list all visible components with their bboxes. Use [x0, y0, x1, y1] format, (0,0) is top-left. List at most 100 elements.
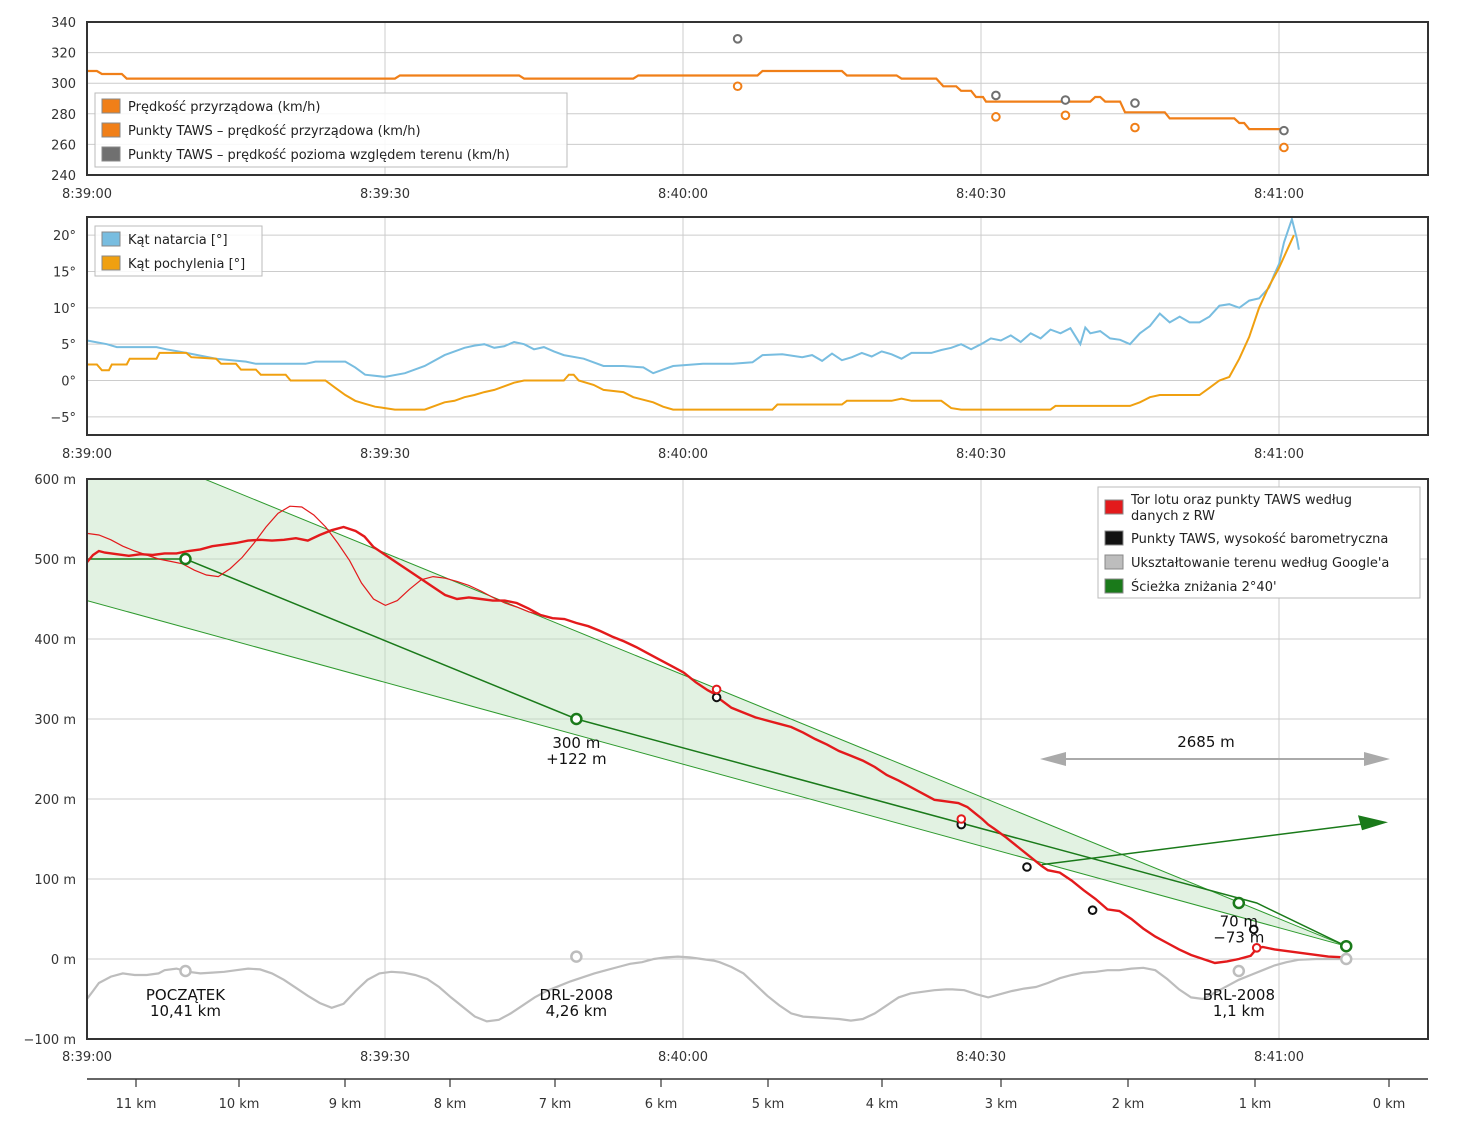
glide-marker	[570, 712, 583, 726]
glide-marker	[1339, 939, 1353, 953]
y-tick-label: 300	[51, 77, 76, 92]
x-tick-label: 8:40:30	[956, 1050, 1006, 1065]
speed-legend-box	[94, 92, 568, 168]
y-tick-label: 100 m	[34, 873, 76, 888]
annotation-label: −73 m	[1213, 928, 1264, 946]
x-tick-label: 8:40:00	[658, 447, 708, 462]
legend-label: Ścieżka zniżania 2°40'	[1131, 579, 1277, 595]
distance-tick-label: 0 km	[1373, 1097, 1406, 1112]
taws-speed-marker	[991, 90, 1001, 101]
direction-arrow-head	[1358, 815, 1388, 831]
angle-series-line	[86, 215, 1300, 378]
distance-tick-label: 3 km	[985, 1097, 1018, 1112]
legend-swatch	[101, 98, 121, 114]
taws-speed-marker	[1279, 125, 1289, 136]
y-tick-label: 400 m	[34, 633, 76, 648]
terrain-marker	[179, 964, 192, 978]
speed-plot-frame	[86, 21, 1429, 176]
annotation-label: 4,26 km	[546, 1002, 607, 1020]
x-tick-label: 8:39:00	[62, 1050, 112, 1065]
annotation-label: POCZĄTEK	[146, 986, 226, 1004]
distance-tick-label: 7 km	[539, 1097, 572, 1112]
y-tick-label: 300 m	[34, 713, 76, 728]
taws-speed-marker	[1130, 122, 1140, 133]
taws-baro-marker	[711, 692, 722, 703]
legend-swatch	[101, 255, 121, 271]
y-tick-label: 15°	[53, 266, 76, 281]
y-tick-label: 5°	[61, 338, 76, 353]
distance-tick-label: 2 km	[1112, 1097, 1145, 1112]
x-tick-label: 8:39:30	[360, 187, 410, 202]
y-tick-label: 500 m	[34, 553, 76, 568]
distance-tick-label: 1 km	[1239, 1097, 1272, 1112]
y-tick-label: 280	[51, 108, 76, 123]
taws-speed-marker	[732, 81, 743, 92]
angle-legend-box	[94, 225, 263, 277]
legend-label: Kąt natarcia [°]	[128, 233, 228, 248]
legend-swatch	[1104, 530, 1124, 546]
flight-path-alt-line	[87, 505, 541, 616]
distance-tick-label: 6 km	[645, 1097, 678, 1112]
taws-baro-marker	[1022, 862, 1032, 872]
speed-legend: Prędkość przyrządowa (km/h) Punkty TAWS …	[94, 92, 568, 168]
direction-arrow-line	[1041, 822, 1371, 866]
terrain-marker	[1232, 964, 1246, 978]
y-tick-label: 260	[51, 138, 76, 153]
terrain-line	[87, 955, 1347, 1023]
annotation-label: DRL-2008	[540, 986, 614, 1004]
altitude-panel: 8:39:00 8:39:30 8:40:00 8:40:30 8:41:00 −100 …	[23, 473, 1429, 1065]
y-tick-label: 240	[51, 169, 76, 184]
taws-speed-marker	[1060, 95, 1071, 105]
distance-tick-label: 5 km	[752, 1097, 785, 1112]
legend-label: danych z RW	[1131, 509, 1215, 524]
y-tick-label: 0°	[61, 375, 76, 390]
x-tick-label: 8:40:00	[658, 187, 708, 202]
taws-rw-marker	[711, 684, 722, 695]
legend-swatch	[101, 231, 121, 247]
measure-arrow-right	[1364, 752, 1390, 766]
distance-tick-label: 8 km	[434, 1097, 467, 1112]
x-tick-label: 8:39:30	[360, 447, 410, 462]
angle-plot-frame	[86, 216, 1429, 436]
legend-swatch	[101, 122, 121, 138]
y-tick-label: 340	[51, 16, 76, 31]
distance-axis: 11 km 10 km 9 km 8 km 7 km 6 km 5 km 4 km 3 km 2 …	[87, 1078, 1428, 1112]
annotation-label: 1,1 km	[1213, 1002, 1265, 1020]
y-tick-label: −5°	[50, 411, 76, 426]
distance-tick-label: 9 km	[329, 1097, 362, 1112]
x-tick-label: 8:41:00	[1254, 187, 1304, 202]
taws-speed-marker	[1130, 98, 1140, 108]
annotation-label: 70 m	[1220, 912, 1258, 930]
x-tick-label: 8:41:00	[1254, 1050, 1304, 1065]
y-tick-label: 600 m	[34, 473, 76, 488]
distance-tick-label: 4 km	[866, 1097, 899, 1112]
legend-label: Kąt pochylenia [°]	[128, 257, 245, 272]
annotation-label: 300 m	[552, 734, 600, 752]
taws-baro-marker	[1248, 924, 1259, 935]
annotation-label: BRL-2008	[1203, 986, 1275, 1004]
legend-swatch	[1104, 499, 1124, 515]
x-tick-label: 8:39:00	[62, 187, 112, 202]
y-tick-label: 200 m	[34, 793, 76, 808]
taws-baro-marker	[1087, 905, 1098, 916]
altitude-legend-box	[1097, 486, 1421, 599]
legend-label: Punkty TAWS – prędkość przyrządowa (km/h…	[128, 124, 421, 139]
y-tick-label: 10°	[53, 302, 76, 317]
altitude-plot-frame	[86, 478, 1429, 1040]
taws-speed-marker	[991, 112, 1001, 122]
measure-label: 2685 m	[1177, 733, 1235, 751]
taws-speed-marker	[1060, 110, 1071, 121]
terrain-marker	[570, 950, 583, 963]
altitude-legend: Tor lotu oraz punkty TAWS według danych …	[1097, 486, 1421, 599]
angle-series-line	[87, 234, 1295, 411]
legend-swatch	[1104, 578, 1124, 594]
glide-marker	[179, 552, 192, 566]
taws-rw-marker	[956, 814, 967, 824]
flight-path-line	[87, 525, 1347, 965]
legend-label: Ukształtowanie terenu według Google'a	[1131, 556, 1389, 571]
legend-label: Prędkość przyrządowa (km/h)	[128, 100, 320, 115]
glide-marker	[1232, 896, 1246, 910]
y-tick-label: 0 m	[51, 953, 76, 968]
x-tick-label: 8:40:30	[956, 447, 1006, 462]
